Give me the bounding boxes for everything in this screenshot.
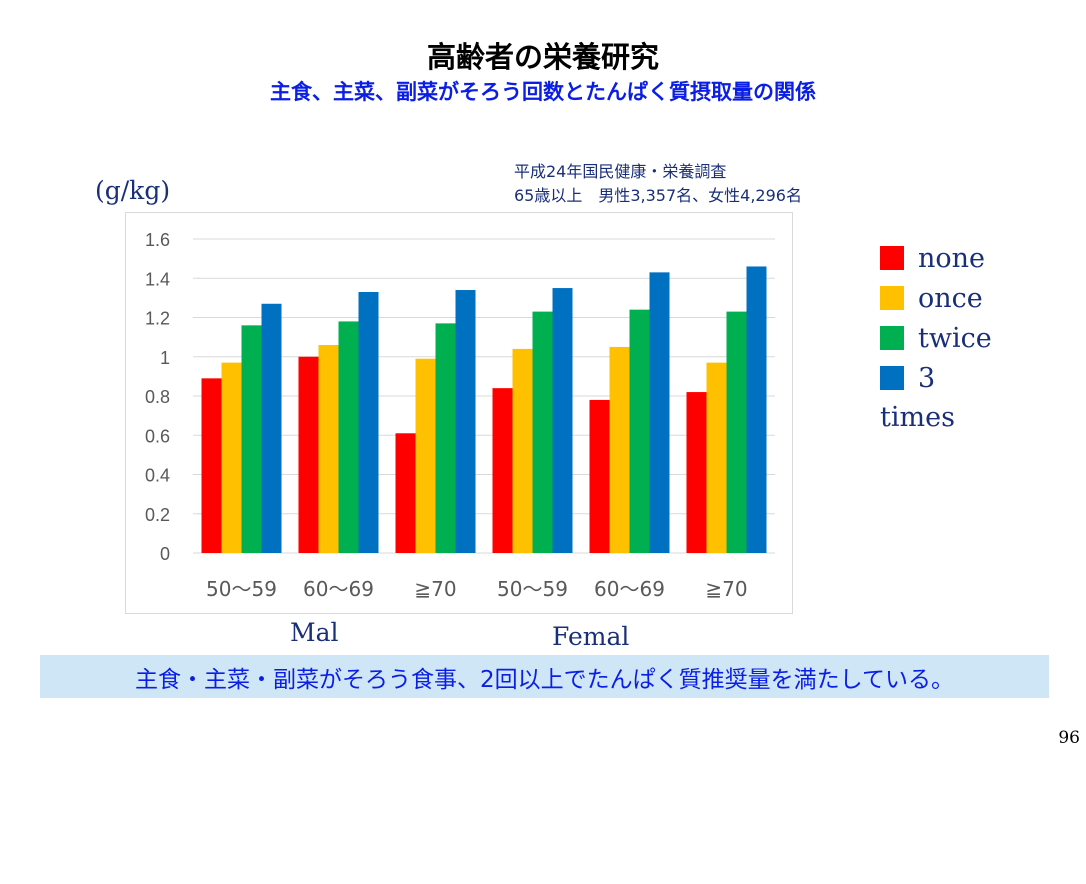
y-tick-label-3: 0.6 — [145, 426, 170, 446]
legend-item-once: once — [880, 278, 992, 318]
legend-label-times: times — [880, 402, 955, 433]
bar-3-cat-2 — [455, 290, 476, 553]
y-axis-unit-label: (g/kg) — [95, 176, 171, 205]
legend-label-once: once — [918, 282, 983, 314]
y-tick-label-1: 0.2 — [145, 505, 170, 525]
legend-label-3: 3 — [918, 362, 936, 394]
y-tick-label-4: 0.8 — [145, 387, 170, 407]
x-tick-label-3: 50〜59 — [497, 577, 568, 601]
bar-none-cat-4 — [589, 399, 610, 553]
bar-none-cat-3 — [492, 388, 513, 553]
y-tick-label-6: 1.2 — [145, 309, 170, 329]
legend-label-twice: twice — [918, 322, 992, 354]
bar-3-cat-3 — [552, 288, 573, 553]
legend-item-3-times: 3 — [880, 358, 992, 398]
page-number: 96 — [1058, 728, 1080, 748]
group-label-male: Mal — [290, 618, 339, 647]
bar-once-cat-5 — [706, 362, 727, 553]
y-tick-label-8: 1.6 — [145, 230, 170, 250]
bar-none-cat-2 — [395, 433, 416, 553]
x-tick-label-4: 60〜69 — [594, 577, 665, 601]
bar-once-cat-0 — [221, 362, 242, 553]
bar-twice-cat-1 — [338, 321, 359, 553]
data-source: 平成24年国民健康・栄養調査 65歳以上 男性3,357名、女性4,296名 — [514, 160, 802, 208]
x-tick-label-1: 60〜69 — [303, 577, 374, 601]
bar-once-cat-4 — [609, 346, 630, 553]
source-line-2: 65歳以上 男性3,357名、女性4,296名 — [514, 186, 802, 205]
chart-legend: none once twice 3 times — [880, 238, 992, 438]
bar-none-cat-1 — [298, 356, 319, 553]
plot-area-border — [125, 212, 793, 614]
bar-3-cat-0 — [261, 303, 282, 553]
bar-twice-cat-2 — [435, 323, 456, 553]
y-tick-label-5: 1 — [160, 348, 170, 368]
bar-once-cat-2 — [415, 358, 436, 553]
bar-none-cat-0 — [201, 378, 222, 553]
slide-subtitle: 主食、主菜、副菜がそろう回数とたんぱく質摂取量の関係 — [270, 80, 816, 104]
source-line-1: 平成24年国民健康・栄養調査 — [514, 162, 727, 181]
x-tick-label-5: ≧70 — [705, 577, 747, 601]
y-tick-label-2: 0.4 — [145, 466, 170, 486]
x-tick-label-2: ≧70 — [414, 577, 456, 601]
group-label-female: Femal — [552, 622, 630, 651]
bar-twice-cat-0 — [241, 325, 262, 553]
conclusion-note: 主食・主菜・副菜がそろう食事、2回以上でたんぱく質推奨量を満たしている。 — [40, 655, 1049, 698]
legend-label-none: none — [918, 242, 986, 274]
y-tick-label-0: 0 — [160, 544, 170, 564]
bar-once-cat-3 — [512, 348, 533, 553]
legend-swatch-3-times — [880, 366, 904, 390]
bar-twice-cat-4 — [629, 309, 650, 553]
bar-3-cat-1 — [358, 291, 379, 553]
x-tick-label-0: 50〜59 — [206, 577, 277, 601]
bar-twice-cat-3 — [532, 311, 553, 553]
legend-swatch-once — [880, 286, 904, 310]
bar-once-cat-1 — [318, 344, 339, 553]
legend-swatch-none — [880, 246, 904, 270]
legend-item-none: none — [880, 238, 992, 278]
bar-3-cat-4 — [649, 272, 670, 553]
slide-title: 高齢者の栄養研究 — [426, 40, 659, 74]
legend-item-twice: twice — [880, 318, 992, 358]
bar-none-cat-5 — [686, 392, 707, 553]
legend-swatch-twice — [880, 326, 904, 350]
y-tick-label-7: 1.4 — [145, 269, 170, 289]
bar-3-cat-5 — [746, 266, 767, 553]
bar-twice-cat-5 — [726, 311, 747, 553]
